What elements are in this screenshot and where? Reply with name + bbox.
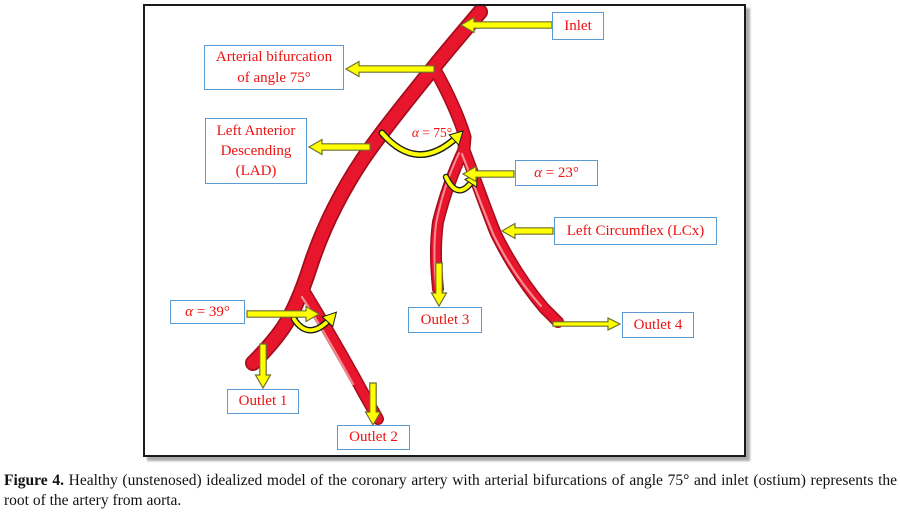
outlet-1-label: Outlet 1 bbox=[238, 393, 288, 410]
angle-39-arc-head bbox=[321, 311, 338, 328]
alpha-23-label: α = 23° bbox=[534, 163, 579, 183]
alpha-75-symbol: α bbox=[411, 125, 419, 140]
bifurcation-arrow bbox=[344, 60, 435, 78]
alpha-23-arrow bbox=[461, 165, 515, 183]
outlet-3-arrow bbox=[430, 262, 448, 308]
outlet-3-label: Outlet 3 bbox=[420, 311, 470, 328]
alpha-39-value: = 39° bbox=[192, 303, 230, 320]
outlet-4-arrow bbox=[552, 317, 622, 331]
alpha-23-symbol: α bbox=[534, 164, 542, 181]
artery-outlet2 bbox=[300, 287, 383, 424]
alpha-75-value: = 75° bbox=[418, 125, 453, 140]
figure-caption-text: Healthy (unstenosed) idealized model of … bbox=[4, 472, 898, 510]
outlet-4-label-box: Outlet 4 bbox=[622, 312, 694, 338]
outlet-1-arrow bbox=[254, 343, 272, 390]
lcx-arrow bbox=[500, 222, 554, 240]
outlet-2-arrow bbox=[364, 382, 382, 427]
lad-label-line1: Left Anterior bbox=[216, 122, 296, 139]
alpha-23-value: = 23° bbox=[541, 164, 579, 181]
lad-label-line3: (LAD) bbox=[235, 163, 277, 180]
artery-diagram bbox=[245, 6, 622, 427]
alpha-75-label: α = 75° bbox=[400, 125, 464, 141]
lad-label-box: Left Anterior Descending (LAD) bbox=[205, 118, 307, 184]
inlet-label: Inlet bbox=[564, 17, 592, 34]
bifurcation-label-line1: Arterial bifurcation bbox=[215, 49, 333, 66]
bifurcation-label-line2: of angle 75° bbox=[237, 69, 311, 86]
outlet-1-label-box: Outlet 1 bbox=[227, 389, 299, 414]
alpha-39-symbol: α bbox=[185, 303, 193, 320]
outlet-3-label-box: Outlet 3 bbox=[408, 307, 482, 333]
inlet-label-box: Inlet bbox=[552, 12, 604, 40]
lcx-label: Left Circumflex (LCx) bbox=[566, 222, 705, 239]
artery-highlight-outlet2 bbox=[300, 295, 355, 386]
outlet-2-label-box: Outlet 2 bbox=[337, 425, 410, 450]
artery-highlight-outlet3 bbox=[433, 152, 460, 287]
lcx-label-box: Left Circumflex (LCx) bbox=[554, 217, 717, 245]
lad-arrow bbox=[307, 138, 371, 156]
alpha-23-label-box: α = 23° bbox=[515, 160, 598, 186]
lad-label-line2: Descending bbox=[220, 142, 292, 159]
figure-caption-label: Figure 4. bbox=[4, 472, 64, 489]
outlet-4-label: Outlet 4 bbox=[633, 316, 683, 333]
angle-75-arc bbox=[379, 130, 460, 157]
alpha-39-label-box: α = 39° bbox=[170, 300, 245, 324]
figure-panel: Inlet Arterial bifurcation of angle 75° … bbox=[143, 4, 746, 457]
artery-lcx-upper bbox=[429, 63, 471, 154]
angle-75-arc-head bbox=[448, 130, 464, 147]
bifurcation-label-box: Arterial bifurcation of angle 75° bbox=[204, 45, 344, 90]
alpha-39-arrow bbox=[246, 305, 321, 323]
figure-caption: Figure 4. Healthy (unstenosed) idealized… bbox=[4, 471, 897, 512]
outlet-2-label: Outlet 2 bbox=[349, 429, 398, 446]
alpha-39-label: α = 39° bbox=[185, 302, 230, 322]
